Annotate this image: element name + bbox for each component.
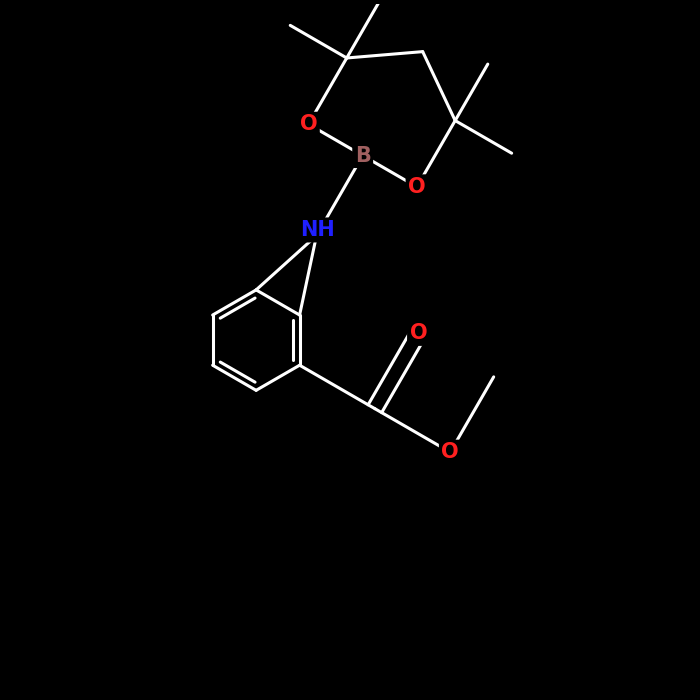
Text: O: O xyxy=(410,323,427,344)
Text: O: O xyxy=(300,114,317,134)
Text: NH: NH xyxy=(300,220,335,240)
Text: B: B xyxy=(355,146,370,165)
Text: O: O xyxy=(408,177,426,197)
Text: O: O xyxy=(442,442,459,462)
